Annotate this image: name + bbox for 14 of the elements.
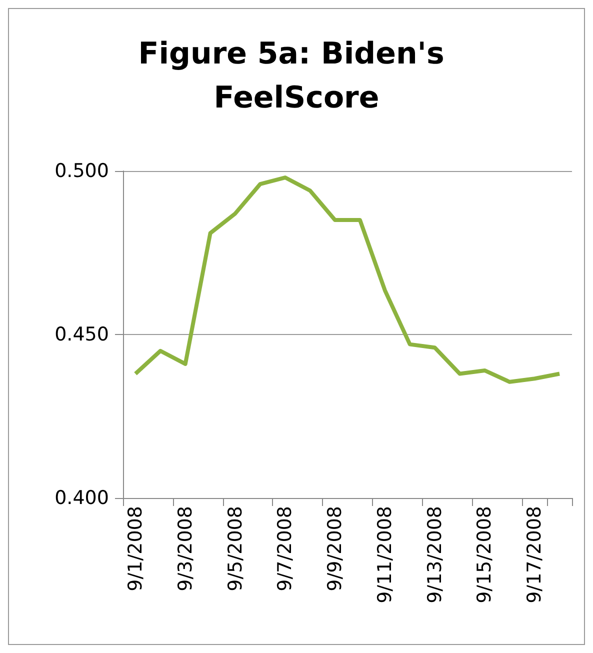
x-tick-label: 9/11/2008 xyxy=(374,506,396,604)
x-tick-label: 9/3/2008 xyxy=(174,506,196,592)
x-tick-label: 9/13/2008 xyxy=(424,506,446,604)
x-tick-label: 9/7/2008 xyxy=(274,506,296,592)
y-tick-label: 0.400 xyxy=(54,487,109,509)
y-tick-label: 0.450 xyxy=(54,324,109,346)
x-tick-label: 9/15/2008 xyxy=(474,506,496,604)
x-tick-label: 9/17/2008 xyxy=(524,506,546,604)
y-tick-label: 0.500 xyxy=(54,160,109,182)
x-tick-label: 9/5/2008 xyxy=(224,506,246,592)
x-tick-label: 9/9/2008 xyxy=(324,506,346,592)
chart-title: Figure 5a: Biden's FeelScore xyxy=(138,36,455,116)
x-tick-label: 9/1/2008 xyxy=(124,506,146,592)
line-series xyxy=(133,176,562,384)
